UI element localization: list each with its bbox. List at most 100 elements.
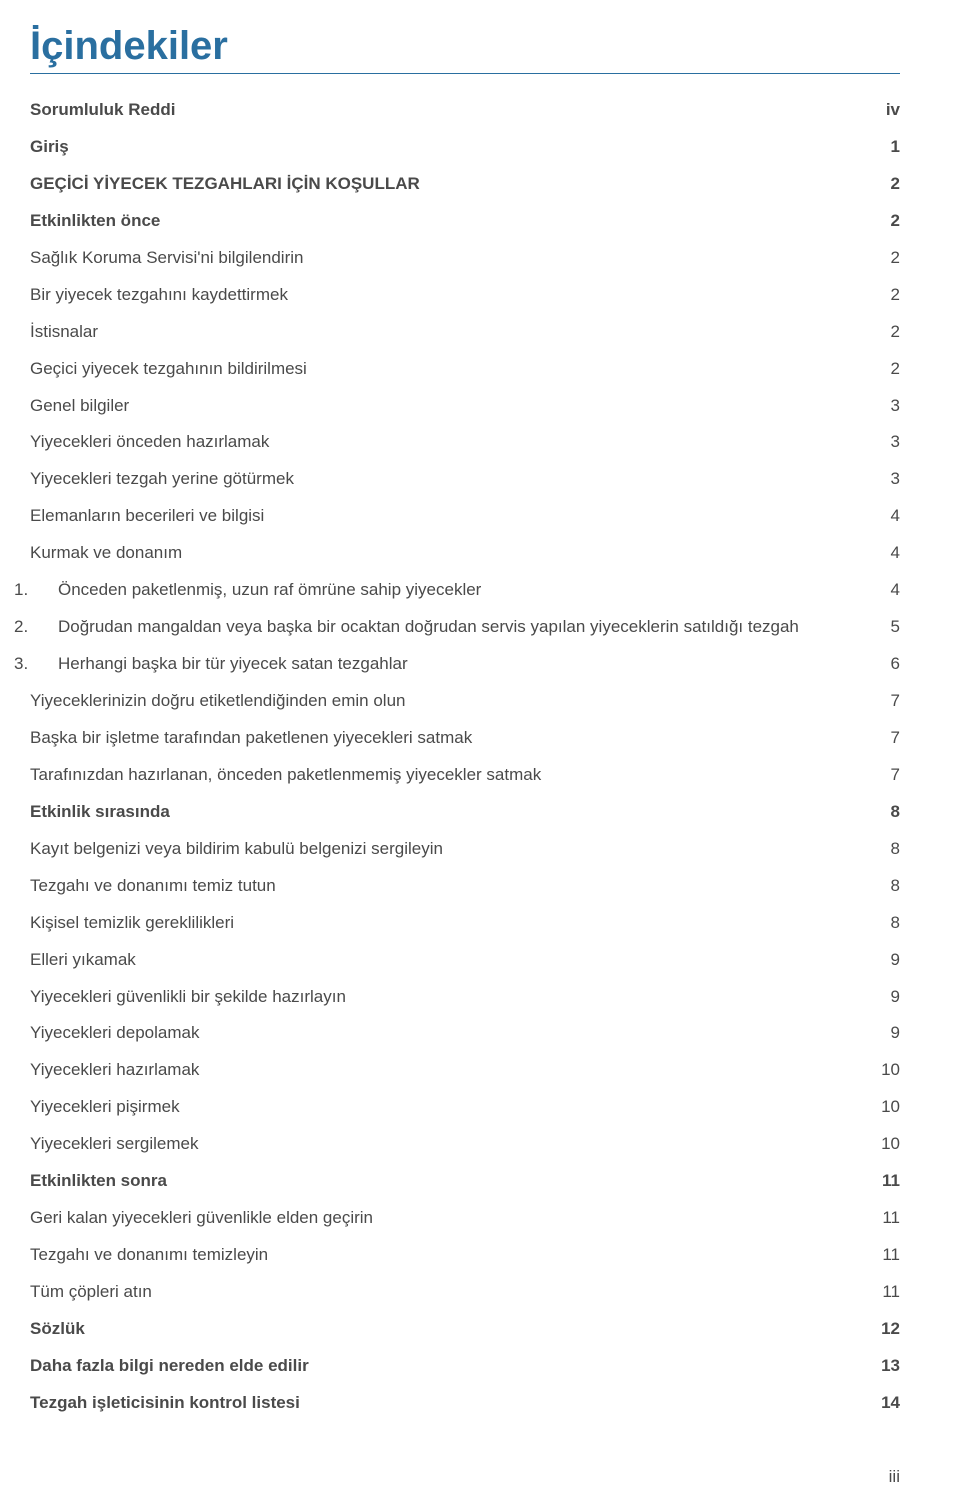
toc-row: Yiyecekleri hazırlamak10 — [30, 1052, 900, 1089]
toc-row: Giriş1 — [30, 129, 900, 166]
toc-row: Tezgahı ve donanımı temiz tutun8 — [30, 868, 900, 905]
toc-entry-label: Tarafınızdan hazırlanan, önceden paketle… — [30, 764, 870, 787]
toc-entry-page: 9 — [870, 1022, 900, 1045]
toc-row: Tezgah işleticisinin kontrol listesi14 — [30, 1385, 900, 1422]
toc-row: Genel bilgiler3 — [30, 388, 900, 425]
toc-row: 2. Doğrudan mangaldan veya başka bir oca… — [30, 609, 900, 646]
toc-entry-label: Geri kalan yiyecekleri güvenlikle elden … — [30, 1207, 870, 1230]
toc-row: Yiyecekleri pişirmek10 — [30, 1089, 900, 1126]
toc-row: İstisnalar2 — [30, 314, 900, 351]
toc-row: Elleri yıkamak9 — [30, 942, 900, 979]
toc-entry-page: 2 — [870, 247, 900, 270]
toc-row: Başka bir işletme tarafından paketlenen … — [30, 720, 900, 757]
toc-row: Kurmak ve donanım4 — [30, 535, 900, 572]
toc-entry-page: 10 — [870, 1059, 900, 1082]
toc-entry-label: Elemanların becerileri ve bilgisi — [30, 505, 870, 528]
toc-entry-page: 5 — [870, 616, 900, 639]
toc-entry-label: Daha fazla bilgi nereden elde edilir — [30, 1355, 870, 1378]
toc-row: 3. Herhangi başka bir tür yiyecek satan … — [30, 646, 900, 683]
toc-entry-page: 9 — [870, 986, 900, 1009]
toc-row: Kişisel temizlik gereklilikleri8 — [30, 905, 900, 942]
toc-row: Tüm çöpleri atın11 — [30, 1274, 900, 1311]
toc-entry-page: 12 — [870, 1318, 900, 1341]
toc-row: Yiyecekleri tezgah yerine götürmek3 — [30, 461, 900, 498]
toc-entry-label: Sağlık Koruma Servisi'ni bilgilendirin — [30, 247, 870, 270]
toc-entry-number: 3. — [36, 653, 58, 676]
toc-entry-label: 1. Önceden paketlenmiş, uzun raf ömrüne … — [30, 579, 870, 602]
toc-entry-label: Etkinlikten önce — [30, 210, 870, 233]
toc-entry-page: 10 — [870, 1133, 900, 1156]
toc-entry-page: 1 — [870, 136, 900, 159]
toc-entry-label: Sorumluluk Reddi — [30, 99, 870, 122]
toc-row: Yiyecekleri güvenlikli bir şekilde hazır… — [30, 979, 900, 1016]
toc-entry-label: Yiyeceklerinizin doğru etiketlendiğinden… — [30, 690, 870, 713]
toc-entry-text: Herhangi başka bir tür yiyecek satan tez… — [58, 654, 408, 673]
toc-row: Tezgahı ve donanımı temizleyin11 — [30, 1237, 900, 1274]
toc-entry-page: 11 — [870, 1170, 900, 1193]
toc-entry-page: 4 — [870, 505, 900, 528]
toc-entry-label: 3. Herhangi başka bir tür yiyecek satan … — [30, 653, 870, 676]
toc-row: Yiyecekleri depolamak9 — [30, 1015, 900, 1052]
toc-entry-label: İstisnalar — [30, 321, 870, 344]
toc-row: Etkinlik sırasında8 — [30, 794, 900, 831]
toc-row: Yiyecekleri önceden hazırlamak3 — [30, 424, 900, 461]
toc-row: Sözlük12 — [30, 1311, 900, 1348]
toc-entry-label: 2. Doğrudan mangaldan veya başka bir oca… — [30, 616, 870, 639]
toc-entry-label: Giriş — [30, 136, 870, 159]
toc-entry-label: GEÇİCİ YİYECEK TEZGAHLARI İÇİN KOŞULLAR — [30, 173, 870, 196]
toc-entry-page: 11 — [870, 1244, 900, 1267]
toc-entry-label: Elleri yıkamak — [30, 949, 870, 972]
toc-entry-label: Tüm çöpleri atın — [30, 1281, 870, 1304]
toc-entry-label: Yiyecekleri hazırlamak — [30, 1059, 870, 1082]
toc-entry-page: 11 — [870, 1281, 900, 1304]
toc-row: Yiyecekleri sergilemek10 — [30, 1126, 900, 1163]
toc-entry-label: Sözlük — [30, 1318, 870, 1341]
toc-entry-label: Kayıt belgenizi veya bildirim kabulü bel… — [30, 838, 870, 861]
toc-entry-label: Kişisel temizlik gereklilikleri — [30, 912, 870, 935]
toc-entry-page: 14 — [870, 1392, 900, 1415]
toc-row: Geri kalan yiyecekleri güvenlikle elden … — [30, 1200, 900, 1237]
toc-entry-label: Etkinlikten sonra — [30, 1170, 870, 1193]
toc-entry-number: 2. — [36, 616, 58, 639]
toc-entry-label: Etkinlik sırasında — [30, 801, 870, 824]
toc-row: Etkinlikten önce2 — [30, 203, 900, 240]
toc-entry-page: 11 — [870, 1207, 900, 1230]
toc-row: 1. Önceden paketlenmiş, uzun raf ömrüne … — [30, 572, 900, 609]
toc-entry-label: Tezgahı ve donanımı temiz tutun — [30, 875, 870, 898]
toc-entry-label: Yiyecekleri güvenlikli bir şekilde hazır… — [30, 986, 870, 1009]
toc-entry-label: Geçici yiyecek tezgahının bildirilmesi — [30, 358, 870, 381]
toc-entry-page: 7 — [870, 764, 900, 787]
toc-entry-label: Yiyecekleri depolamak — [30, 1022, 870, 1045]
toc-entry-page: 2 — [870, 284, 900, 307]
toc-row: Tarafınızdan hazırlanan, önceden paketle… — [30, 757, 900, 794]
toc-entry-page: 13 — [870, 1355, 900, 1378]
toc-entry-page: 3 — [870, 468, 900, 491]
toc-entry-label: Yiyecekleri pişirmek — [30, 1096, 870, 1119]
toc-entry-label: Bir yiyecek tezgahını kaydettirmek — [30, 284, 870, 307]
toc-entry-page: 10 — [870, 1096, 900, 1119]
toc-entry-page: 8 — [870, 875, 900, 898]
toc-entry-page: 9 — [870, 949, 900, 972]
toc-row: Daha fazla bilgi nereden elde edilir13 — [30, 1348, 900, 1385]
toc-entry-label: Tezgahı ve donanımı temizleyin — [30, 1244, 870, 1267]
toc-entry-number: 1. — [36, 579, 58, 602]
page-number: iii — [889, 1467, 900, 1487]
toc-row: Bir yiyecek tezgahını kaydettirmek2 — [30, 277, 900, 314]
toc-entry-label: Yiyecekleri önceden hazırlamak — [30, 431, 870, 454]
toc-row: Yiyeceklerinizin doğru etiketlendiğinden… — [30, 683, 900, 720]
toc-row: Sağlık Koruma Servisi'ni bilgilendirin2 — [30, 240, 900, 277]
toc-entry-page: 8 — [870, 838, 900, 861]
toc-entry-label: Tezgah işleticisinin kontrol listesi — [30, 1392, 870, 1415]
toc-entry-page: 6 — [870, 653, 900, 676]
toc-entry-page: 3 — [870, 395, 900, 418]
toc-entry-text: Doğrudan mangaldan veya başka bir ocakta… — [58, 617, 799, 636]
toc-row: Elemanların becerileri ve bilgisi4 — [30, 498, 900, 535]
toc-row: Etkinlikten sonra11 — [30, 1163, 900, 1200]
toc-entry-label: Genel bilgiler — [30, 395, 870, 418]
toc-entry-page: 2 — [870, 321, 900, 344]
toc-row: Geçici yiyecek tezgahının bildirilmesi2 — [30, 351, 900, 388]
toc-row: Kayıt belgenizi veya bildirim kabulü bel… — [30, 831, 900, 868]
toc-entry-page: 3 — [870, 431, 900, 454]
toc-entry-text: Önceden paketlenmiş, uzun raf ömrüne sah… — [58, 580, 481, 599]
toc-entry-page: 2 — [870, 210, 900, 233]
